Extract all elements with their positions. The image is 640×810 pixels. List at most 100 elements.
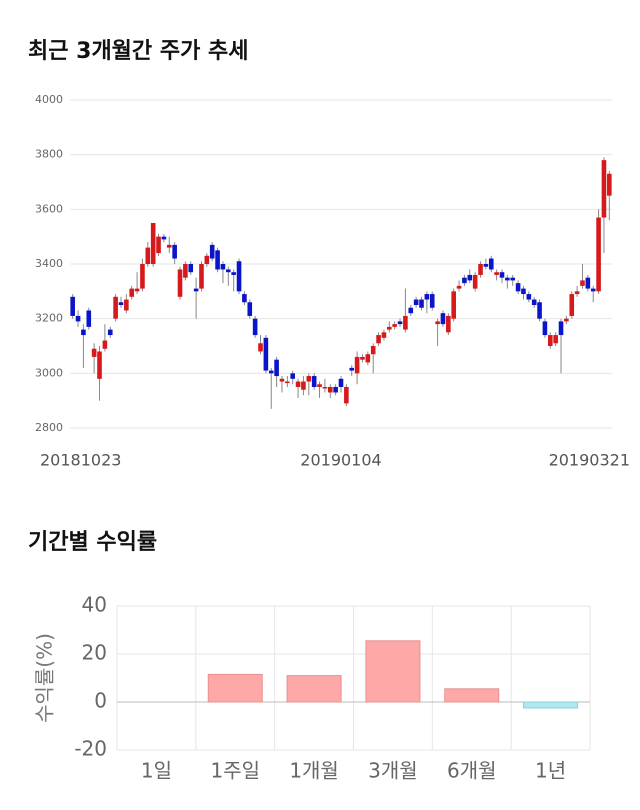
x-tick-label: 1개월	[289, 759, 339, 783]
candle-body	[580, 280, 585, 286]
candle-body	[376, 335, 381, 344]
candle-body	[268, 370, 274, 374]
candle-body	[424, 294, 430, 300]
candle-body	[199, 264, 204, 289]
candle-body	[596, 217, 601, 292]
y-tick-label: -20	[74, 737, 107, 761]
candle-body	[505, 277, 510, 281]
y-tick-label: 3600	[35, 202, 63, 215]
candle-body	[322, 387, 328, 389]
candle-body	[156, 236, 161, 254]
candle-body	[381, 332, 387, 338]
candle-body	[601, 160, 607, 218]
candle-body	[537, 302, 542, 319]
candle-body	[451, 291, 456, 319]
candle-body	[252, 318, 258, 336]
candle-body	[462, 277, 467, 284]
candle-body	[435, 321, 440, 325]
candle-body	[177, 269, 183, 297]
candle-body	[467, 274, 473, 281]
candle-body	[301, 381, 306, 390]
candle-body	[311, 376, 317, 387]
candle-body	[472, 274, 478, 289]
candle-body	[129, 288, 135, 297]
candle-body	[231, 272, 236, 275]
candle-body	[488, 258, 494, 270]
candle-body	[209, 244, 215, 259]
candle-body	[102, 340, 108, 349]
candle-body	[215, 250, 220, 270]
candle-body	[521, 288, 526, 295]
candle-body	[91, 348, 97, 357]
candle-body	[510, 277, 516, 281]
candle-body	[440, 313, 446, 325]
candle-body	[327, 387, 333, 393]
candle-body	[75, 315, 81, 322]
y-tick-label: 3800	[35, 148, 63, 161]
y-tick-label: 40	[82, 593, 107, 617]
candle-body	[258, 343, 263, 352]
candle-body	[317, 384, 322, 387]
bar	[523, 701, 579, 709]
chart-title: 최근 3개월간 주가 추세	[28, 39, 248, 64]
candle-body	[386, 326, 392, 330]
candle-body	[274, 359, 279, 377]
candle-body	[81, 329, 86, 336]
y-tick-label: 3200	[35, 312, 63, 325]
x-tick-label: 20190321	[549, 451, 630, 470]
candle-body	[338, 378, 344, 387]
candle-body	[333, 387, 338, 393]
candle-body	[607, 173, 612, 196]
candle-body	[515, 283, 521, 292]
candle-body	[193, 288, 199, 292]
candle-body	[140, 264, 145, 289]
candle-body	[526, 294, 532, 300]
candle-body	[429, 294, 435, 308]
candle-body	[590, 288, 596, 292]
candle-body	[569, 294, 575, 316]
y-tick-label: 0	[94, 689, 107, 713]
candle-body	[413, 299, 419, 305]
candle-body	[263, 337, 269, 371]
x-tick-label: 1년	[535, 759, 566, 783]
bar	[444, 688, 500, 703]
candle-body	[531, 299, 537, 305]
y-tick-label: 4000	[35, 93, 63, 106]
bar	[207, 673, 263, 703]
candle-body	[547, 335, 553, 346]
y-tick-label: 2800	[35, 421, 63, 434]
x-tick-label: 20190104	[300, 451, 381, 470]
y-tick-label: 3400	[35, 257, 63, 270]
y-tick-label: 20	[82, 641, 107, 665]
candle-body	[220, 264, 226, 270]
candle-body	[183, 264, 188, 278]
x-tick-label: 20181023	[40, 451, 121, 470]
y-tick-label: 3000	[35, 366, 63, 379]
candle-body	[166, 244, 172, 248]
candle-body	[392, 324, 397, 327]
candle-body	[107, 329, 113, 336]
candle-body	[204, 255, 210, 264]
candle-body	[145, 247, 151, 264]
candle-body	[354, 356, 360, 374]
candle-body	[247, 302, 253, 316]
candle-body	[494, 272, 499, 275]
candle-body	[365, 354, 371, 363]
candle-body	[86, 310, 92, 327]
candle-body	[124, 299, 129, 311]
chart-title: 기간별 수익률	[28, 530, 157, 555]
candle-body	[113, 296, 118, 319]
candle-body	[419, 299, 424, 308]
candle-body	[242, 294, 247, 303]
candle-body	[483, 264, 489, 267]
candle-body	[574, 291, 580, 295]
candle-body	[161, 236, 167, 240]
candle-body	[236, 261, 242, 292]
candle-body	[499, 272, 505, 278]
candle-body	[564, 318, 569, 322]
x-tick-label: 1주일	[210, 759, 260, 783]
candle-body	[542, 321, 548, 336]
candle-body	[279, 378, 285, 382]
candle-body	[446, 315, 451, 333]
